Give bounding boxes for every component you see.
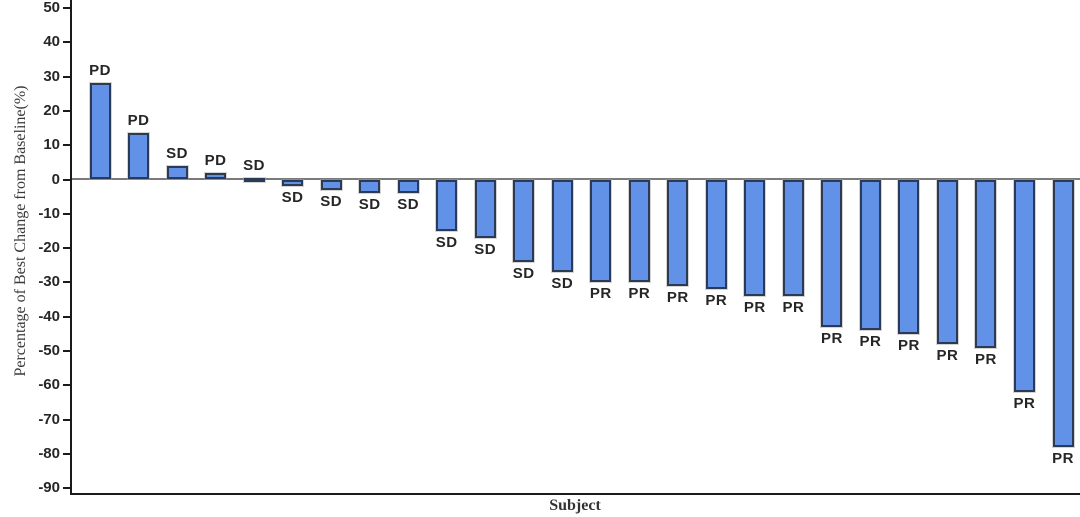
bar-response-label: SD [474, 240, 497, 258]
bar-response-label: PD [127, 112, 150, 130]
y-tick-label: 20 [43, 101, 60, 119]
bar-response-label: SD [435, 233, 458, 251]
bar [667, 179, 689, 286]
y-tick-mark [63, 41, 71, 44]
bar [744, 179, 766, 297]
bar [166, 165, 188, 180]
y-tick-mark [63, 75, 71, 78]
y-tick-label: -20 [38, 239, 60, 257]
bar-response-label: SD [397, 196, 420, 214]
y-tick-label: -90 [38, 479, 60, 497]
bar [705, 179, 727, 290]
bar-response-label: PR [782, 299, 805, 317]
bar-response-label: PR [820, 329, 843, 347]
bar [975, 179, 997, 348]
bar [89, 83, 111, 180]
bar [128, 133, 150, 180]
bar [205, 172, 227, 180]
bar-response-label: PR [859, 333, 882, 351]
bar [1013, 179, 1035, 393]
bar [821, 179, 843, 327]
x-axis-title: Subject [549, 497, 601, 514]
y-tick-mark [63, 487, 71, 490]
y-tick-mark [63, 384, 71, 387]
y-tick-mark [63, 418, 71, 421]
bar-response-label: PR [705, 292, 728, 310]
bar [551, 179, 573, 273]
bar-response-label: PR [743, 299, 766, 317]
bar-response-label: PR [936, 347, 959, 365]
bar-response-label: PR [975, 350, 997, 368]
y-tick-mark [63, 247, 71, 250]
y-tick-label: -10 [38, 204, 60, 222]
y-tick-label: 0 [51, 170, 60, 188]
bar-response-label: PR [589, 285, 612, 303]
bar-response-label: PR [628, 285, 651, 303]
bar-response-label: PR [666, 288, 689, 306]
bar-response-label: PR [1052, 450, 1074, 468]
bar-response-label: PD [89, 62, 111, 80]
bar [243, 177, 265, 182]
bar-response-label: PR [897, 336, 920, 354]
bar [474, 179, 496, 238]
y-tick-mark [63, 178, 71, 181]
bar-response-label: SD [166, 144, 188, 162]
y-tick-label: 30 [43, 67, 60, 85]
bar [513, 179, 535, 262]
y-tick-mark [63, 315, 71, 318]
bar [628, 179, 650, 283]
y-tick-label: 50 [43, 0, 60, 16]
y-tick-mark [63, 7, 71, 9]
bar [1052, 179, 1074, 448]
bar-response-label: SD [320, 192, 343, 210]
y-tick-mark [63, 212, 71, 215]
bar [898, 179, 920, 334]
y-tick-label: -80 [38, 444, 60, 462]
y-tick-mark [63, 281, 71, 284]
y-tick-mark [63, 109, 71, 112]
y-tick-label: 10 [43, 136, 60, 154]
bar-response-label: SD [243, 156, 265, 174]
y-tick-mark [63, 350, 71, 352]
bar-response-label: SD [281, 189, 304, 207]
bar [282, 179, 304, 187]
bar [859, 179, 881, 331]
y-tick-label: -50 [38, 342, 60, 359]
bar [397, 179, 419, 194]
y-tick-label: -40 [38, 307, 60, 325]
bar-response-label: SD [358, 196, 381, 214]
y-tick-mark [63, 452, 71, 455]
y-axis-spine [70, 0, 72, 495]
x-axis-spine [70, 493, 1080, 495]
y-tick-label: -70 [38, 410, 60, 428]
y-tick-label: -60 [38, 376, 60, 394]
bar-response-label: SD [551, 275, 574, 293]
bar [782, 179, 804, 297]
bar-response-label: PR [1013, 395, 1036, 413]
y-tick-label: -30 [38, 273, 60, 291]
y-tick-label: 40 [43, 33, 60, 51]
bar [936, 179, 958, 345]
y-tick-mark [63, 144, 71, 147]
bar [320, 179, 342, 190]
bar-response-label: SD [512, 264, 535, 282]
bar [359, 179, 381, 194]
bar [590, 179, 612, 283]
bar-response-label: PD [204, 151, 227, 169]
zero-baseline-line [72, 178, 1080, 180]
bar [436, 179, 458, 231]
